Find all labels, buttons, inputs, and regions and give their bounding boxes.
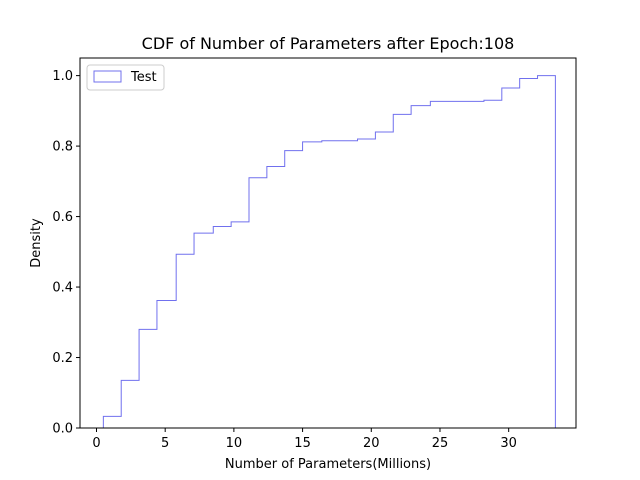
legend-swatch-test (93, 70, 122, 83)
y-tick-label: 0.4 (52, 281, 73, 296)
cdf-step-line-test (102, 75, 556, 428)
y-tick-label: 0.6 (52, 210, 73, 225)
x-tick-label: 0 (92, 436, 100, 451)
x-tick-label: 10 (226, 436, 243, 451)
y-tick-label: 0.2 (52, 351, 73, 366)
x-tick-label: 25 (432, 436, 449, 451)
x-axis-label: Number of Parameters(Millions) (225, 457, 431, 472)
y-tick-label: 0.8 (52, 140, 73, 155)
x-tick-label: 20 (363, 436, 380, 451)
legend: Test (86, 64, 165, 91)
x-tick-label: 15 (294, 436, 311, 451)
y-tick-label: 1.0 (52, 69, 73, 84)
legend-label-test: Test (130, 70, 157, 85)
chart-title: CDF of Number of Parameters after Epoch:… (142, 34, 515, 53)
x-axis: 0 5 10 15 20 25 30 (92, 428, 517, 451)
plot-area (102, 75, 556, 428)
x-tick-label: 5 (161, 436, 169, 451)
y-axis-label: Density (29, 218, 44, 268)
y-axis: 0.0 0.2 0.4 0.6 0.8 1.0 (52, 69, 80, 437)
plot-frame (79, 57, 577, 429)
y-tick-label: 0.0 (52, 422, 73, 437)
x-tick-label: 30 (500, 436, 517, 451)
